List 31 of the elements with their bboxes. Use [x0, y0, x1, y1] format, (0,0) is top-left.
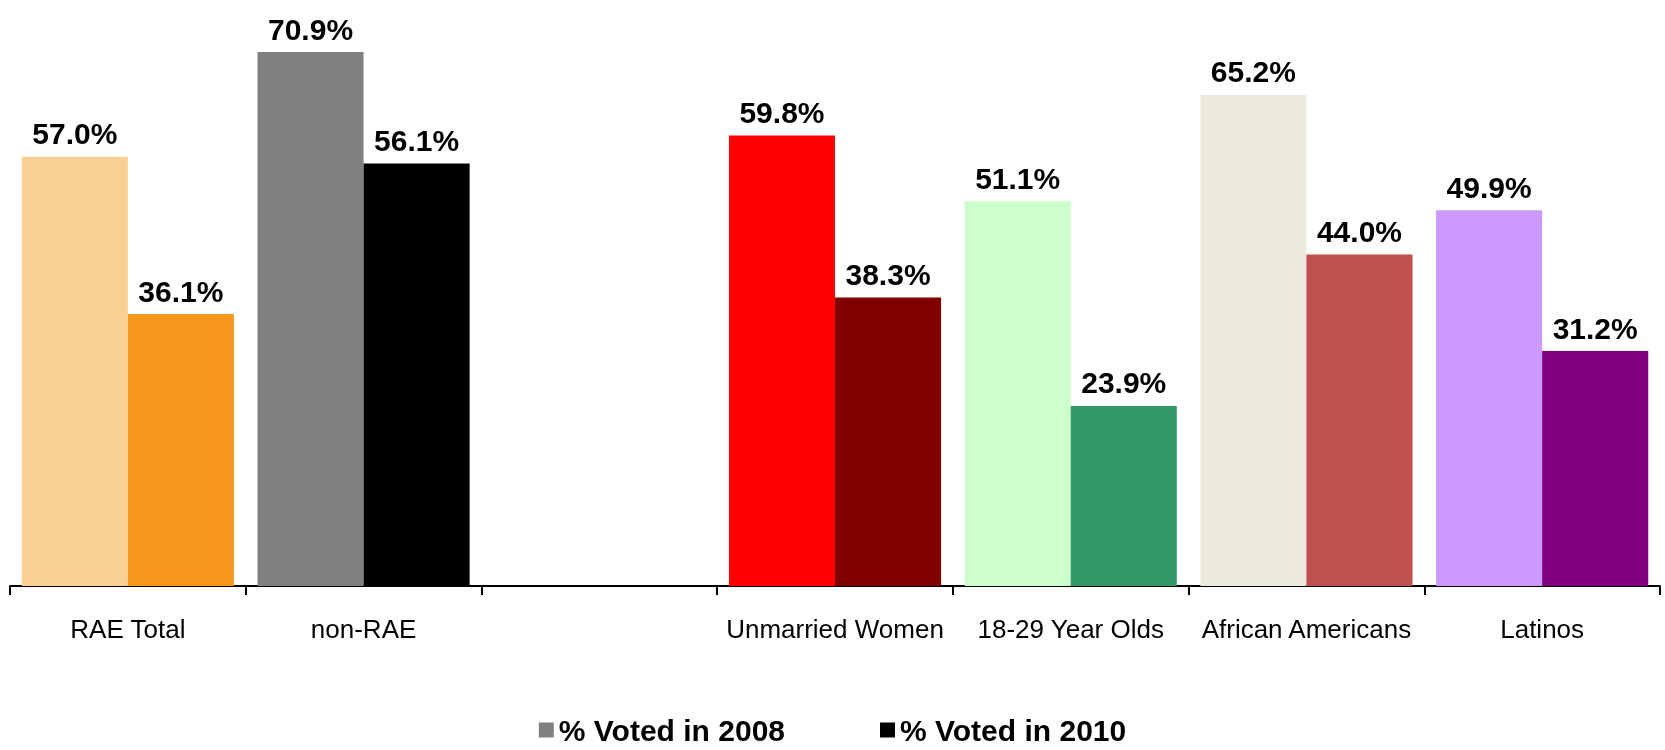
data-label: 38.3% — [845, 258, 931, 292]
data-label: 65.2% — [1210, 55, 1296, 89]
data-label: 36.1% — [138, 274, 224, 308]
data-label: 59.8% — [739, 96, 825, 130]
bar — [1306, 254, 1413, 586]
legend-label: % Voted in 2008 — [558, 713, 785, 747]
data-label: 51.1% — [975, 161, 1061, 195]
bar — [835, 297, 942, 586]
bar — [728, 135, 835, 586]
bar — [964, 201, 1071, 586]
data-label: 70.9% — [268, 12, 354, 46]
bar — [1542, 351, 1649, 586]
x-tick-label: non-RAE — [310, 614, 417, 644]
bar — [1070, 405, 1177, 586]
bar — [1436, 210, 1543, 586]
data-label: 23.9% — [1081, 366, 1167, 400]
x-tick-label: 18-29 Year Olds — [977, 614, 1164, 644]
bar — [1200, 94, 1307, 586]
data-label: 56.1% — [374, 123, 460, 157]
data-label: 57.0% — [32, 117, 118, 151]
bar — [21, 156, 128, 586]
data-label: 31.2% — [1552, 311, 1638, 345]
x-tick-label: African Americans — [1201, 614, 1412, 644]
x-tick-label: Latinos — [1500, 614, 1585, 644]
bar — [127, 314, 234, 586]
data-label: 49.9% — [1446, 170, 1532, 204]
legend-label: % Voted in 2010 — [900, 713, 1127, 747]
data-label: 44.0% — [1316, 215, 1402, 249]
x-tick-label: RAE Total — [70, 614, 186, 644]
x-tick-label: Unmarried Women — [726, 614, 944, 644]
bar — [257, 52, 364, 586]
